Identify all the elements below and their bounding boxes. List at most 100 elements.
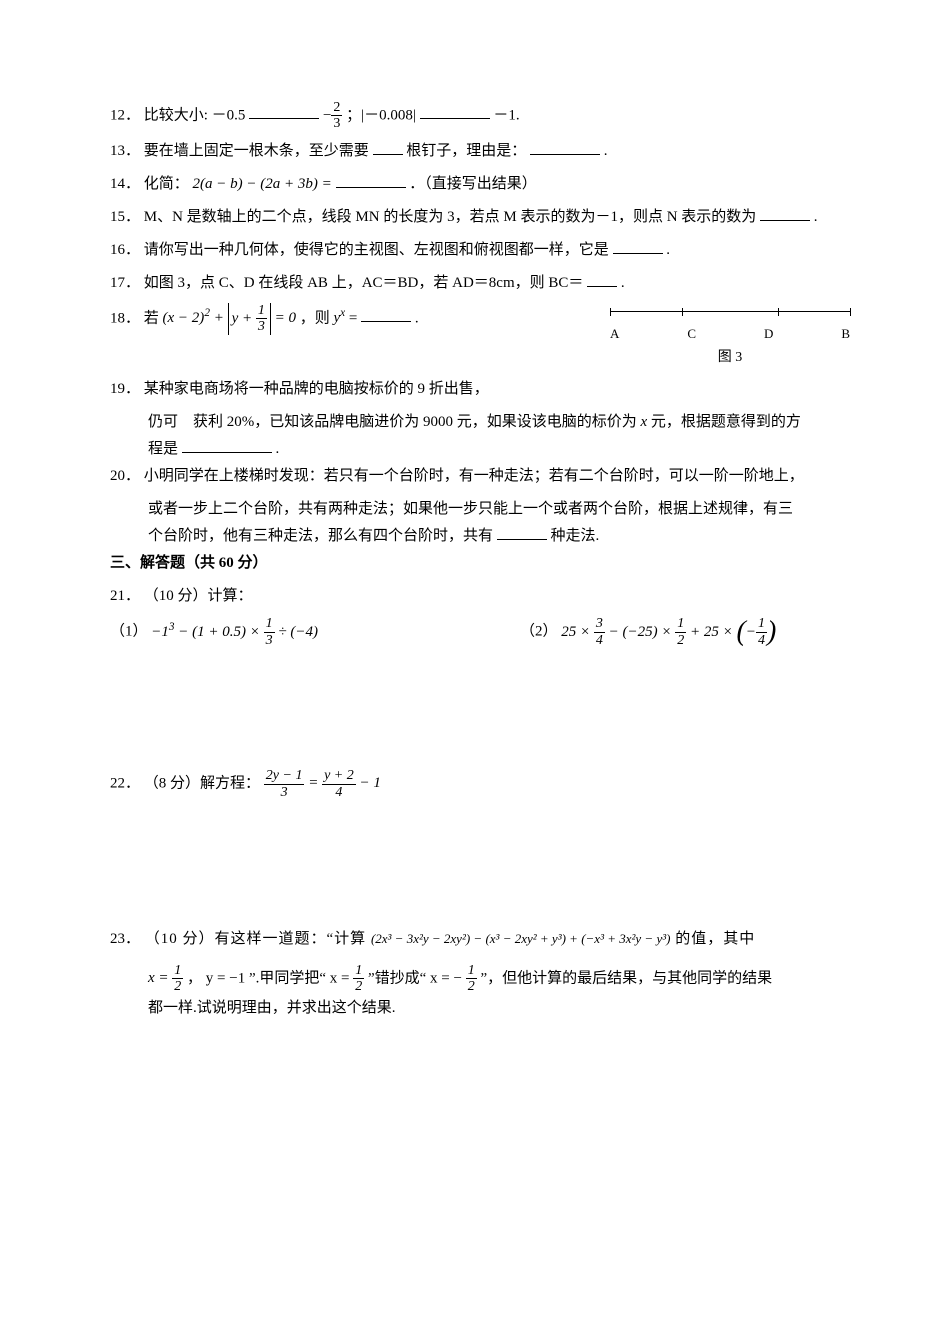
question-23-line3: 都一样.试说明理由，并求出这个结果.: [110, 995, 850, 1022]
p2a: 25 ×: [561, 624, 594, 640]
abs: y + 13: [228, 303, 271, 335]
q12-num: 12．: [110, 107, 140, 123]
q21-parts: （1） −13 − (1 + 0.5) × 13 ÷ (−4) （2） 25 ×…: [110, 616, 850, 648]
p2-expr: 25 × 34 − (−25) × 12 + 25 × (−14): [561, 624, 776, 640]
frac-den: 3: [256, 319, 267, 334]
fraction: y + 24: [322, 768, 356, 800]
q22-expr: 2y − 13 = y + 24 − 1: [264, 775, 381, 791]
q21-text: （10 分）计算：: [144, 588, 253, 604]
blank: [361, 306, 411, 322]
frac-den: 4: [756, 633, 767, 648]
label-c: C: [687, 322, 696, 345]
q23-l3: 都一样.试说明理由，并求出这个结果.: [148, 1000, 396, 1016]
question-23: 23． （10 分）有这样一道题：“计算 (2x³ − 3x²y − 2xy²)…: [110, 926, 850, 953]
p1-label: （1）: [110, 624, 148, 640]
q17-tail: .: [621, 275, 625, 291]
figure-caption: 图 3: [610, 345, 850, 370]
fraction: 14: [756, 616, 767, 648]
question-21: 21． （10 分）计算：: [110, 583, 850, 610]
fraction: 13: [256, 303, 267, 335]
q22-num: 22．: [110, 775, 140, 791]
fraction: 12: [466, 963, 477, 995]
frac-num: 1: [466, 963, 477, 979]
label-d: D: [764, 322, 773, 345]
frac-num: 2: [331, 100, 342, 116]
l2b: ， y = −1 ”.甲同学把“ x =: [187, 970, 353, 986]
question-19-line2: 仍可 获利 20%，已知该品牌电脑进价为 9000 元，如果设该电脑的标价为 x…: [110, 409, 850, 436]
q14-num: 14．: [110, 176, 140, 192]
q20-l3a: 个台阶时，他有三种走法，那么有四个台阶时，共有: [148, 528, 493, 544]
frac-num: 3: [594, 616, 605, 632]
fraction: 12: [675, 616, 686, 648]
q23-expr: (2x³ − 3x²y − 2xy²) − (x³ − 2xy² + y³) +…: [371, 931, 671, 946]
frac-den: 4: [594, 633, 605, 648]
q12-text-c: －1.: [493, 107, 519, 123]
lparen-icon: (: [737, 618, 746, 646]
number-line: [610, 311, 850, 324]
frac-den: 2: [675, 633, 686, 648]
page: 12． 比较大小: －0.5 −23 ；|－0.008| －1. 13． 要在墙…: [0, 0, 950, 1344]
frac-den: 4: [322, 785, 356, 800]
q23-b: 的值，其中: [670, 931, 755, 947]
frac-den: 3: [331, 116, 342, 131]
eq0: = 0: [271, 310, 296, 326]
p1c: ÷ (−4): [275, 624, 318, 640]
q17-num: 17．: [110, 275, 140, 291]
q18-c: =: [349, 310, 357, 326]
question-17: 17． 如图 3，点 C、D 在线段 AB 上，AC＝BD，若 AD＝8cm，则…: [110, 270, 850, 297]
frac-num: 1: [756, 616, 767, 632]
blank: [182, 437, 272, 453]
q19-l1: 某种家电商场将一种品牌的电脑按标价的 9 折出售，: [144, 381, 489, 397]
label-a: A: [610, 322, 619, 345]
q13-b: 根钉子，理由是：: [406, 143, 526, 159]
question-18: 18． 若 (x − 2)2 + y + 13 = 0 ，则 yx = .: [110, 303, 580, 335]
question-19: 19． 某种家电商场将一种品牌的电脑按标价的 9 折出售，: [110, 376, 850, 403]
blank: [497, 524, 547, 540]
frac-num: 1: [675, 616, 686, 632]
q13-num: 13．: [110, 143, 140, 159]
q14-a: 化简：: [144, 176, 189, 192]
section-head: 三、解答题（共 60 分）: [110, 555, 268, 571]
p2-label: （2）: [520, 624, 558, 640]
q19-l2a: 仍可 获利 20%，已知该品牌电脑进价为 9000 元，如果设该电脑的标价为: [148, 414, 641, 430]
fraction: 12: [353, 963, 364, 995]
frac-num: y + 2: [322, 768, 356, 784]
question-14: 14． 化简： 2(a − b) − (2a + 3b) = ．（直接写出结果）: [110, 171, 850, 198]
blank: [613, 238, 663, 254]
q21-num: 21．: [110, 588, 140, 604]
q15-tail: .: [814, 209, 818, 225]
workspace-gap: [110, 806, 850, 926]
x-sup: x: [340, 307, 345, 319]
question-18-row: 18． 若 (x − 2)2 + y + 13 = 0 ，则 yx = . A …: [110, 303, 850, 371]
blank: [373, 139, 403, 155]
q19-l3: 程是: [148, 441, 178, 457]
blank: [760, 205, 810, 221]
q18-b: ，则: [300, 310, 330, 326]
blank: [336, 172, 406, 188]
q23-num: 23．: [110, 931, 140, 947]
q14-b: ．（直接写出结果）: [409, 176, 537, 192]
q16-text: 请你写出一种几何体，使得它的主视图、左视图和俯视图都一样，它是: [144, 242, 609, 258]
question-20-line2: 或者一步上二个台阶，共有两种走法；如果他一步只能上一个或者两个台阶，根据上述规律…: [110, 496, 850, 523]
question-23-line2: x = 12 ， y = −1 ”.甲同学把“ x = 12 ”错抄成“ x =…: [110, 963, 850, 995]
frac-den: 2: [172, 979, 183, 994]
q18-expr: (x − 2)2 + y + 13 = 0: [163, 310, 300, 326]
q18-num: 18．: [110, 310, 140, 326]
frac-den: 3: [264, 785, 305, 800]
frac-num: 1: [353, 963, 364, 979]
q21-part1: （1） −13 − (1 + 0.5) × 13 ÷ (−4): [110, 616, 440, 648]
frac-den: 2: [466, 979, 477, 994]
fraction: 2y − 13: [264, 768, 305, 800]
plus: +: [210, 310, 228, 326]
q17-text: 如图 3，点 C、D 在线段 AB 上，AC＝BD，若 AD＝8cm，则 BC＝: [144, 275, 584, 291]
frac-num: 2y − 1: [264, 768, 305, 784]
question-19-line3: 程是 .: [110, 436, 850, 463]
q19-num: 19．: [110, 381, 140, 397]
l2d: ”，但他计算的最后结果，与其他同学的结果: [477, 970, 772, 986]
q20-num: 20．: [110, 468, 140, 484]
question-13: 13． 要在墙上固定一根木条，至少需要 根钉子，理由是： .: [110, 138, 850, 165]
l2c: ”错抄成“ x = −: [364, 970, 466, 986]
q15-num: 15．: [110, 209, 140, 225]
frac-num: 1: [172, 963, 183, 979]
frac-num: 1: [264, 616, 275, 632]
